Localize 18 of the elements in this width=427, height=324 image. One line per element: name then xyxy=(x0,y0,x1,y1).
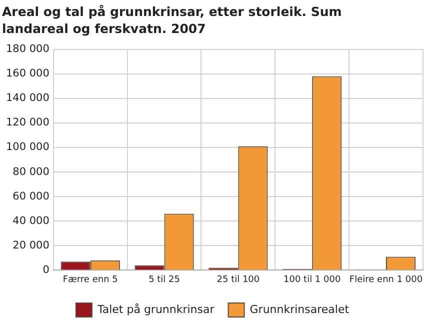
y-tick-label: 60 000 xyxy=(12,190,50,202)
y-tick-label: 140 000 xyxy=(6,92,50,104)
y-tick-label: 120 000 xyxy=(6,116,50,129)
x-tick-label: Færre enn 5 xyxy=(62,274,118,285)
legend-label: Grunnkrinsarealet xyxy=(250,302,350,316)
y-tick-label: 100 000 xyxy=(6,141,50,154)
x-tick-label: Fleire enn 1 000 xyxy=(349,274,423,285)
y-tick-label: 180 000 xyxy=(6,43,50,56)
x-tick-label: 25 til 100 xyxy=(216,274,260,285)
y-tick-label: 20 000 xyxy=(12,239,50,252)
x-tick-label: 5 til 25 xyxy=(148,274,180,285)
y-tick-label: 160 000 xyxy=(6,68,50,80)
y-tick-label: 0 xyxy=(42,264,50,276)
y-tick-label: 80 000 xyxy=(12,166,50,178)
chart-title: Areal og tal på grunnkrinsar, etter storleik. Sum landareal og ferskvatn. 2007 xyxy=(1,3,343,38)
y-tick-label: 40 000 xyxy=(12,214,50,227)
x-tick-label: 100 til 1 000 xyxy=(283,274,341,285)
legend-label: Talet på grunnkrinsar xyxy=(96,302,215,316)
